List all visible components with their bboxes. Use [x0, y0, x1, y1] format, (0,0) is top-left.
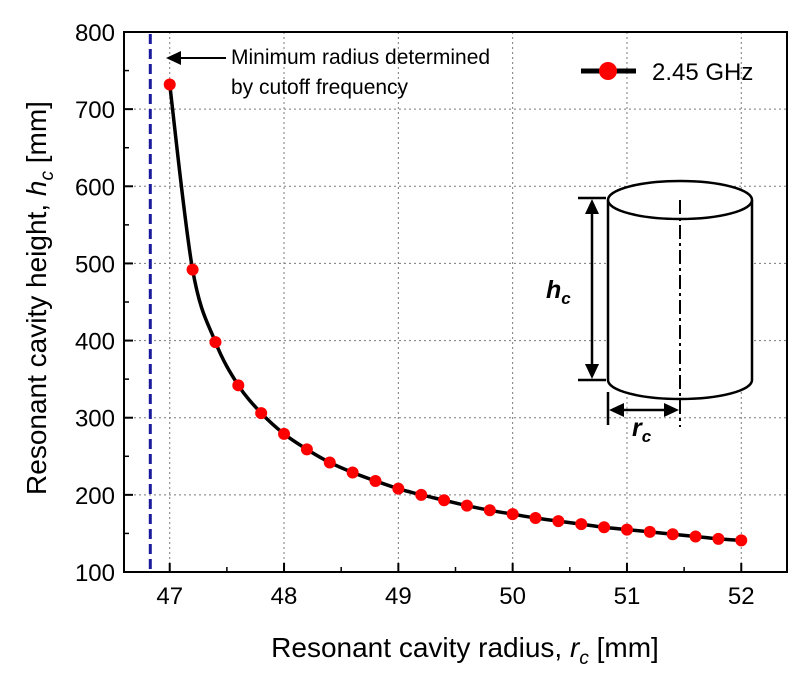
annotation-arrow-head [166, 51, 181, 65]
height-arrow-top [585, 199, 599, 214]
x-axis-title-sub: c [579, 648, 589, 669]
data-point [369, 474, 382, 487]
data-point [232, 379, 245, 392]
series-group [163, 78, 748, 547]
data-point [278, 427, 291, 440]
x-axis-title: Resonant cavity radius, rc [mm] [271, 632, 659, 669]
radius-arrow-right [664, 403, 679, 417]
height-label: hc [546, 276, 571, 308]
data-point [620, 523, 633, 536]
data-point [689, 530, 702, 543]
x-tick-label: 48 [271, 583, 298, 610]
y-axis-title-var: h [21, 181, 52, 197]
data-point [666, 528, 679, 541]
radius-label-var: r [632, 414, 643, 442]
x-tick-label: 52 [728, 583, 755, 610]
data-point [552, 515, 565, 528]
height-label-sub: c [561, 289, 571, 308]
y-tick-label: 400 [75, 329, 115, 356]
data-point [575, 518, 588, 531]
x-axis-title-text: Resonant cavity radius, [271, 632, 570, 663]
radius-label-sub: c [642, 427, 652, 446]
data-point [712, 532, 725, 545]
cylinder-body [606, 200, 754, 401]
data-point [392, 482, 405, 495]
legend-marker [599, 62, 617, 80]
data-point [186, 263, 199, 276]
y-axis-title-unit: [mm] [21, 101, 52, 171]
height-arrow-bottom [585, 364, 599, 379]
data-point [438, 494, 451, 507]
data-point [323, 456, 336, 469]
data-point [346, 466, 359, 479]
data-point [460, 499, 473, 512]
y-tick-label: 700 [75, 97, 115, 124]
data-point [735, 534, 748, 547]
legend: 2.45 GHz [581, 59, 753, 86]
data-point [529, 512, 542, 524]
data-point [415, 488, 428, 501]
y-axis-title-sub: c [37, 171, 58, 181]
radius-label: rc [632, 414, 652, 446]
data-point [483, 504, 496, 517]
y-tick-label: 500 [75, 251, 115, 278]
x-tick-label: 47 [156, 583, 183, 610]
height-label-var: h [546, 276, 561, 304]
cutoff-annotation: Minimum radius determined by cutoff freq… [166, 46, 490, 99]
data-point [300, 443, 313, 456]
y-tick-label: 200 [75, 483, 115, 510]
x-axis-title-var: r [570, 632, 581, 663]
data-point [209, 336, 222, 349]
x-tick-label: 51 [614, 583, 641, 610]
annotation-line-2: by cutoff frequency [231, 76, 409, 99]
y-axis-title: Resonant cavity height, hc [mm] [21, 101, 58, 495]
data-point [598, 521, 611, 534]
y-tick-label: 600 [75, 174, 115, 201]
ticks: 47 48 49 50 51 52 100 200 300 400 500 600 700 800 [75, 20, 755, 610]
y-tick-label: 300 [75, 406, 115, 433]
data-point [643, 525, 656, 538]
y-tick-label: 100 [75, 560, 115, 587]
annotation-line-1: Minimum radius determined [231, 46, 490, 69]
data-point [506, 508, 519, 521]
legend-label: 2.45 GHz [652, 59, 753, 86]
y-tick-label: 800 [75, 20, 115, 47]
cylinder-inset-diagram: hc rc [546, 179, 754, 446]
x-tick-label: 50 [499, 583, 526, 610]
y-axis-title-text: Resonant cavity height, [21, 196, 52, 495]
radius-arrow-left [609, 403, 624, 417]
x-tick-label: 49 [385, 583, 412, 610]
data-point [163, 78, 176, 91]
x-axis-title-unit: [mm] [589, 632, 659, 663]
data-point [255, 407, 268, 420]
